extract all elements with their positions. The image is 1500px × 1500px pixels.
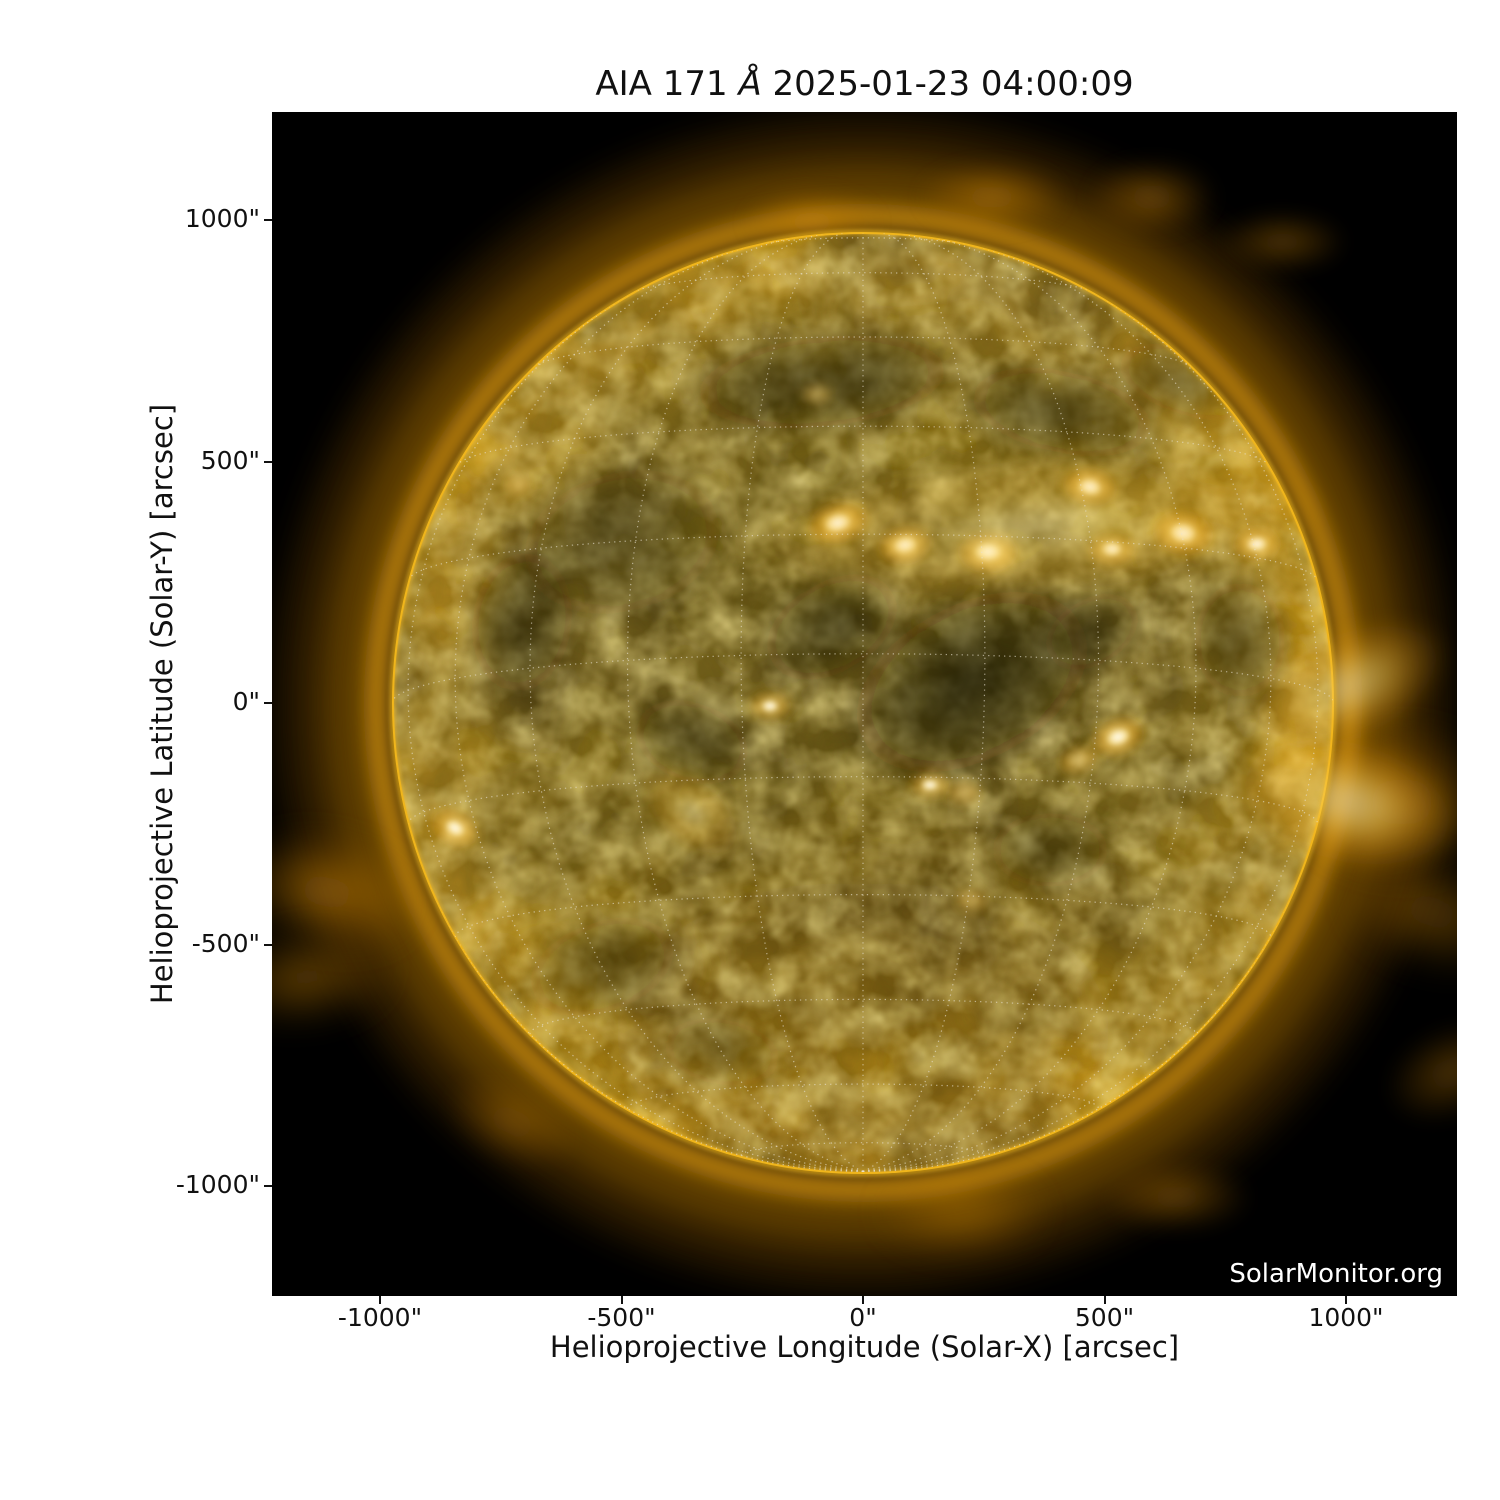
x-tick-label: -1000"	[337, 1303, 423, 1332]
plot-area: SolarMonitor.org	[272, 112, 1457, 1296]
chart-title-datetime: 2025-01-23 04:00:09	[772, 64, 1134, 104]
y-tick-mark	[264, 460, 272, 463]
chart-title-angstrom: Å	[738, 64, 762, 104]
x-axis-label: Helioprojective Longitude (Solar-X) [arc…	[549, 1330, 1180, 1364]
disk-texture	[394, 234, 1332, 1172]
y-tick-label: 1000"	[184, 204, 260, 233]
x-tick-mark	[620, 1296, 623, 1304]
x-tick-mark	[862, 1296, 864, 1304]
y-tick-mark	[264, 219, 272, 221]
x-tick-label: 0"	[849, 1303, 877, 1332]
y-tick-mark	[264, 943, 272, 946]
watermark: SolarMonitor.org	[1229, 1259, 1443, 1289]
chart-title: AIA 171 Å 2025-01-23 04:00:09	[272, 64, 1457, 104]
y-tick-mark	[264, 1185, 272, 1187]
y-tick-label: 0"	[232, 687, 260, 716]
x-tick-label: 500"	[1074, 1303, 1135, 1332]
x-tick-label: -500"	[587, 1303, 656, 1332]
x-tick-mark	[1103, 1296, 1106, 1304]
y-tick-mark	[264, 702, 272, 704]
y-tick-label: -1000"	[175, 1170, 260, 1199]
x-tick-mark	[1345, 1296, 1347, 1304]
x-tick-label: 1000"	[1308, 1303, 1384, 1332]
y-tick-label: -500"	[191, 928, 260, 958]
coronal-holes	[461, 325, 1295, 1094]
x-tick-mark	[379, 1296, 381, 1304]
chart-title-instrument: AIA 171	[595, 64, 728, 104]
limb-rim	[390, 230, 1336, 1176]
solar-disk-image	[272, 112, 1457, 1296]
y-tick-label: 500"	[200, 445, 260, 475]
